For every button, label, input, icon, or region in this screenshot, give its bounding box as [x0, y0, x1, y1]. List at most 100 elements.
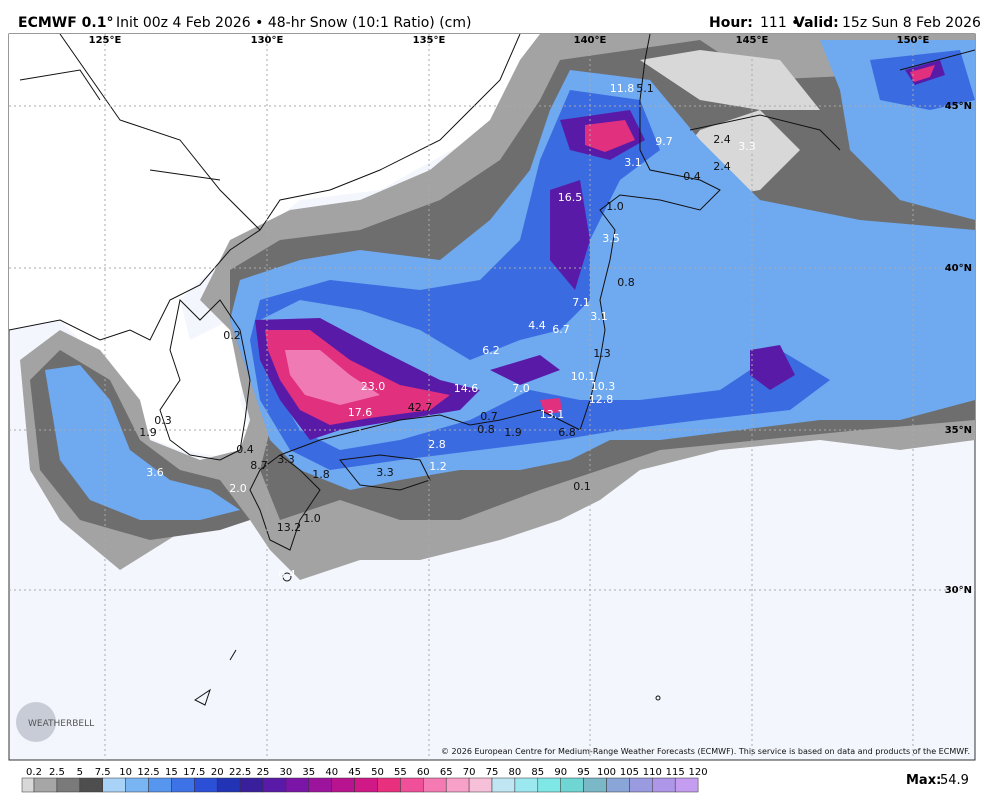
colorbar-segment [79, 777, 103, 793]
colorbar-segment [674, 777, 699, 793]
snow-amount-label: 13.2 [277, 521, 302, 534]
colorbar-segment [354, 777, 378, 793]
snow-amount-label: 17.6 [348, 406, 373, 419]
lon-label: 125°E [89, 35, 122, 46]
colorbar-segment [33, 777, 58, 793]
colorbar-tick-label: 90 [554, 767, 567, 778]
colorbar-segment [148, 777, 172, 793]
lon-label: 150°E [897, 35, 930, 46]
map-area: WEATHERBELL © 2026 European Centre for M… [0, 0, 976, 761]
lat-label: 45°N [945, 101, 972, 112]
logo-text: WEATHERBELL [28, 719, 94, 729]
colorbar-tick-label: 10 [119, 767, 132, 778]
copyright: © 2026 European Centre for Medium-Range … [441, 747, 970, 756]
snow-amount-label: 13.1 [540, 408, 565, 421]
colorbar-segment [583, 777, 607, 793]
colorbar-segment [216, 777, 241, 793]
hour-value: 111 • [760, 15, 799, 31]
colorbar-segment [491, 777, 516, 793]
colorbar-segment [285, 777, 310, 793]
snow-amount-label: 3.3 [376, 466, 394, 479]
colorbar-segment [308, 777, 332, 793]
colorbar-segment [171, 777, 195, 793]
snow-amount-label: 10.3 [591, 380, 616, 393]
snow-amount-label: 3.3 [738, 140, 756, 153]
snow-amount-label: 6.8 [558, 426, 576, 439]
snow-amount-label: 42.7 [408, 401, 433, 414]
snow-amount-label: 0.3 [154, 414, 172, 427]
valid-label: Valid: [794, 15, 839, 31]
lat-label: 35°N [945, 425, 972, 436]
colorbar-tick-label: 105 [620, 767, 639, 778]
lat-label: 40°N [945, 263, 972, 274]
snow-amount-label: 0.1 [573, 480, 591, 493]
snow-amount-label: 1.3 [593, 347, 611, 360]
colorbar-tick-label: 60 [417, 767, 430, 778]
max-label: Max: [906, 773, 941, 788]
snow-amount-label: 14.6 [454, 382, 479, 395]
snow-amount-label: 3.1 [590, 310, 608, 323]
model-name: ECMWF 0.1° [18, 15, 113, 31]
logo: WEATHERBELL [16, 702, 94, 742]
colorbar-tick-label: 17.5 [183, 767, 205, 778]
lon-label: 135°E [413, 35, 446, 46]
colorbar-tick-label: 45 [348, 767, 361, 778]
coastlines [9, 34, 975, 551]
colorbar-tick-label: 35 [302, 767, 315, 778]
snow-amount-label: 0.8 [617, 276, 635, 289]
snow-amount-label: 1.0 [606, 200, 624, 213]
colorbar-tick-label: 2.5 [49, 767, 65, 778]
snow-amount-label: 1.0 [303, 512, 321, 525]
snow-pink [285, 350, 380, 405]
lon-label: 130°E [251, 35, 284, 46]
colorbar: 0.2 2.5 5 7.5 10 12.5 15 17.5 20 22.5 25 30 35 40 45 50… [21, 767, 708, 793]
snow-amount-label: 23.0 [361, 380, 386, 393]
colorbar-tick-label: 25 [257, 767, 270, 778]
hour-label: Hour: [709, 15, 753, 31]
snow-amount-label: 0.8 [477, 423, 495, 436]
colorbar-segment [514, 777, 539, 793]
colorbar-segment [423, 777, 447, 793]
colorbar-tick-label: 85 [531, 767, 544, 778]
colorbar-segment [262, 777, 287, 793]
snow-amount-label: 0.7 [480, 410, 498, 423]
snow-amount-label: 1.9 [139, 426, 157, 439]
colorbar-tick-label: 7.5 [95, 767, 111, 778]
snow-amount-label: 5.1 [636, 82, 654, 95]
snow-amount-label: 6.2 [482, 344, 500, 357]
colorbar-segment [606, 777, 630, 793]
colorbar-tick-label: 115 [666, 767, 685, 778]
map-description: Init 00z 4 Feb 2026 • 48-hr Snow (10:1 R… [116, 15, 471, 31]
colorbar-tick-label: 50 [371, 767, 384, 778]
colorbar-tick-label: 120 [689, 767, 708, 778]
snow-amount-label: 12.8 [589, 393, 614, 406]
colorbar-segment [239, 777, 264, 793]
colorbar-tick-label: 22.5 [229, 767, 251, 778]
snow-amount-label: 3.5 [602, 232, 620, 245]
colorbar-tick-label: 5 [77, 767, 83, 778]
colorbar-segment [560, 777, 584, 793]
colorbar-tick-label: 95 [577, 767, 590, 778]
colorbar-segment [331, 777, 355, 793]
snow-amount-label: 7.0 [512, 382, 530, 395]
snow-amount-label: 2.0 [229, 482, 247, 495]
lon-label: 140°E [574, 35, 607, 46]
snow-amount-label: 0.4 [236, 443, 254, 456]
colorbar-tick-label: 75 [486, 767, 499, 778]
snow-amount-label: 11.8 [610, 82, 635, 95]
snow-amount-label: 0.4 [683, 170, 701, 183]
graticule [9, 34, 975, 760]
snow-amount-label: 2.8 [428, 438, 446, 451]
snow-blue [250, 50, 975, 470]
small-islands [194, 572, 661, 706]
colorbar-segment [537, 777, 561, 793]
colorbar-segment [56, 777, 81, 793]
colorbar-tick-label: 15 [165, 767, 178, 778]
snow-amount-label: 0.4 [278, 568, 296, 581]
max-value: 54.9 [940, 773, 969, 788]
colorbar-segment [652, 777, 676, 793]
snow-amount-label: 6.2 [0, 0, 9, 3]
snow-amount-label: 0.2 [223, 329, 241, 342]
colorbar-tick-label: 80 [509, 767, 522, 778]
